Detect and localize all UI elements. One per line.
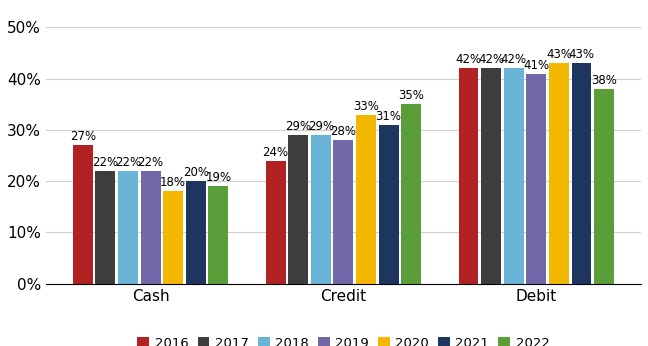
Bar xyxy=(209,186,228,284)
Text: 38%: 38% xyxy=(591,74,617,87)
Bar xyxy=(503,69,524,284)
Bar xyxy=(459,69,478,284)
Text: 29%: 29% xyxy=(308,120,334,133)
Text: 41%: 41% xyxy=(523,58,550,72)
Text: 43%: 43% xyxy=(568,48,594,61)
Text: 42%: 42% xyxy=(501,53,527,66)
Text: 29%: 29% xyxy=(285,120,311,133)
Text: 43%: 43% xyxy=(546,48,572,61)
Bar xyxy=(186,181,205,284)
Bar xyxy=(73,145,93,284)
Text: 22%: 22% xyxy=(92,156,119,169)
Bar xyxy=(572,63,592,284)
Text: 24%: 24% xyxy=(262,146,289,159)
Bar xyxy=(549,63,569,284)
Bar xyxy=(356,115,376,284)
Text: 42%: 42% xyxy=(456,53,481,66)
Text: 35%: 35% xyxy=(399,89,424,102)
Text: 19%: 19% xyxy=(205,171,231,184)
Text: 20%: 20% xyxy=(183,166,209,179)
Text: 18%: 18% xyxy=(160,176,186,189)
Bar xyxy=(311,135,330,284)
Legend: 2016, 2017, 2018, 2019, 2020, 2021, 2022: 2016, 2017, 2018, 2019, 2020, 2021, 2022 xyxy=(132,332,555,346)
Text: 28%: 28% xyxy=(330,125,356,138)
Bar xyxy=(401,104,421,284)
Bar xyxy=(163,191,183,284)
Bar xyxy=(334,140,353,284)
Text: 27%: 27% xyxy=(70,130,96,143)
Text: 33%: 33% xyxy=(353,100,379,112)
Bar xyxy=(526,74,546,284)
Bar xyxy=(95,171,115,284)
Text: 22%: 22% xyxy=(115,156,141,169)
Text: 22%: 22% xyxy=(137,156,164,169)
Bar xyxy=(288,135,308,284)
Bar xyxy=(118,171,138,284)
Bar xyxy=(481,69,501,284)
Bar xyxy=(378,125,399,284)
Text: 42%: 42% xyxy=(478,53,504,66)
Bar xyxy=(266,161,286,284)
Text: 31%: 31% xyxy=(376,110,402,123)
Bar xyxy=(594,89,614,284)
Bar xyxy=(141,171,161,284)
